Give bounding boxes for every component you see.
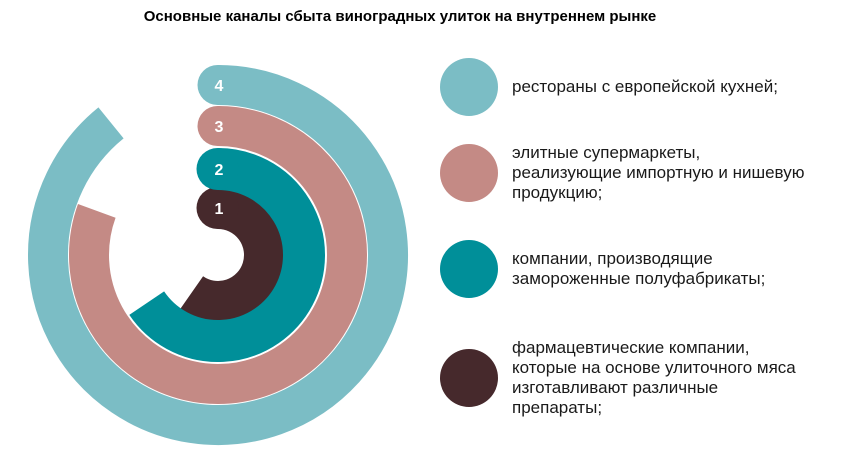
legend-swatch-4	[440, 58, 498, 116]
legend-swatch-3	[440, 144, 498, 202]
legend-label-1: фармацевтические компании, которые на ос…	[512, 338, 796, 417]
radial-bar-cap-1	[196, 187, 239, 229]
legend-item-4: рестораны с европейской кухней;	[440, 58, 852, 116]
rank-label-3: 3	[215, 119, 224, 136]
legend-item-3: элитные супермаркеты, реализующие импорт…	[440, 143, 852, 203]
radial-bar-cap-2	[196, 148, 239, 190]
legend-swatch-2	[440, 240, 498, 298]
legend-label-3: элитные супермаркеты, реализующие импорт…	[512, 143, 805, 202]
radial-bar-chart: 1 2 3 4	[28, 65, 408, 445]
legend-item-1: фармацевтические компании, которые на ос…	[440, 338, 852, 418]
rank-label-4: 4	[215, 78, 224, 95]
radial-bar-cap-4	[197, 65, 238, 105]
legend-label-4: рестораны с европейской кухней;	[512, 77, 778, 96]
radial-bar-4	[28, 65, 408, 445]
radial-bar-1	[179, 187, 286, 323]
radial-bar-cap-3	[197, 106, 238, 146]
chart-title: Основные каналы сбыта виноградных улиток…	[143, 8, 657, 25]
radial-bar-3	[69, 106, 367, 404]
radial-bar-2	[129, 148, 325, 362]
legend-label-2: компании, производящие замороженные полу…	[512, 249, 766, 288]
rank-label-2: 2	[215, 162, 224, 179]
legend-item-2: компании, производящие замороженные полу…	[440, 240, 852, 298]
rank-label-1: 1	[215, 201, 224, 218]
legend-swatch-1	[440, 349, 498, 407]
